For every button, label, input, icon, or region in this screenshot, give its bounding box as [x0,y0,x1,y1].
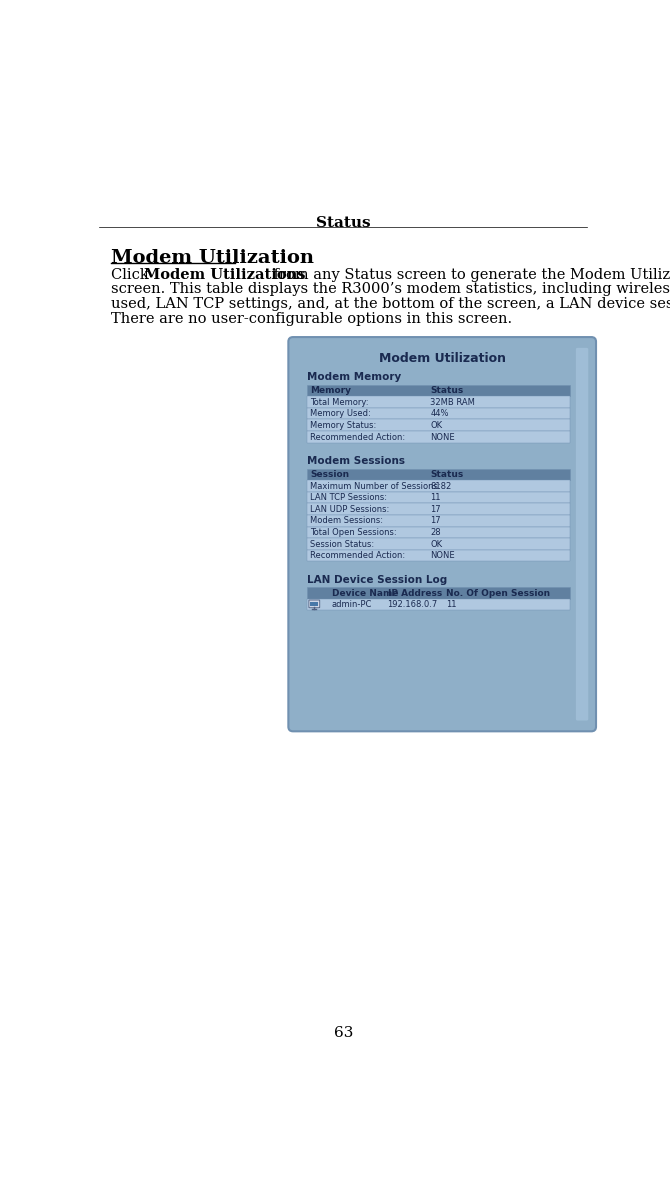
FancyBboxPatch shape [307,527,570,538]
Text: 8182: 8182 [430,482,452,491]
FancyBboxPatch shape [576,348,588,720]
FancyBboxPatch shape [307,420,570,432]
Text: LAN Device Session Log: LAN Device Session Log [307,575,447,585]
Text: 11: 11 [446,601,456,609]
Text: from any Status screen to generate the Modem Utilization: from any Status screen to generate the M… [269,268,670,281]
Text: Modem Sessions:: Modem Sessions: [310,516,383,526]
Text: Total Open Sessions:: Total Open Sessions: [310,528,397,538]
Text: Status: Status [316,216,371,230]
Text: Status: Status [430,386,464,396]
Text: NONE: NONE [430,433,455,441]
FancyBboxPatch shape [307,588,570,598]
FancyBboxPatch shape [307,408,570,420]
Text: Session: Session [310,471,349,479]
FancyBboxPatch shape [310,602,318,607]
Text: 44%: 44% [430,410,449,418]
Text: Modem Utilization: Modem Utilization [111,249,314,267]
FancyBboxPatch shape [307,550,570,561]
FancyBboxPatch shape [307,492,570,503]
Text: Session Status:: Session Status: [310,540,374,548]
FancyBboxPatch shape [307,385,570,397]
FancyBboxPatch shape [309,600,320,608]
Text: Memory Used:: Memory Used: [310,410,371,418]
Text: Modem Utilization: Modem Utilization [379,353,506,366]
Text: Click: Click [111,268,153,281]
Text: 32MB RAM: 32MB RAM [430,398,475,406]
Text: Total Memory:: Total Memory: [310,398,369,406]
Text: Maximum Number of Sessions:: Maximum Number of Sessions: [310,482,441,491]
Text: No. Of Open Session: No. Of Open Session [446,589,550,598]
Text: 17: 17 [430,516,441,526]
FancyBboxPatch shape [307,538,570,550]
Text: Recommended Action:: Recommended Action: [310,551,405,560]
FancyBboxPatch shape [307,480,570,492]
FancyBboxPatch shape [307,432,570,442]
Text: Memory Status:: Memory Status: [310,421,377,430]
FancyBboxPatch shape [307,468,570,480]
Text: Recommended Action:: Recommended Action: [310,433,405,441]
Text: 17: 17 [430,505,441,514]
Text: 11: 11 [430,493,441,502]
Text: admin-PC: admin-PC [332,601,372,609]
Text: Modem Utilizations: Modem Utilizations [144,268,306,281]
Text: Memory: Memory [310,386,351,396]
Text: screen. This table displays the R3000’s modem statistics, including wireless mem: screen. This table displays the R3000’s … [111,283,670,297]
Text: IP Address: IP Address [387,589,442,598]
Text: NONE: NONE [430,551,455,560]
Text: There are no user-configurable options in this screen.: There are no user-configurable options i… [111,311,512,325]
FancyBboxPatch shape [307,397,570,408]
Text: Status: Status [430,471,464,479]
Text: Device Name: Device Name [332,589,398,598]
Text: LAN UDP Sessions:: LAN UDP Sessions: [310,505,389,514]
Text: OK: OK [430,421,442,430]
FancyBboxPatch shape [307,515,570,527]
FancyBboxPatch shape [307,598,570,610]
Text: Modem Sessions: Modem Sessions [307,457,405,466]
Text: used, LAN TCP settings, and, at the bottom of the screen, a LAN device session l: used, LAN TCP settings, and, at the bott… [111,297,670,311]
Text: 28: 28 [430,528,441,538]
Text: Modem Memory: Modem Memory [307,372,401,383]
FancyBboxPatch shape [288,337,596,732]
Text: OK: OK [430,540,442,548]
FancyBboxPatch shape [307,503,570,515]
Text: LAN TCP Sessions:: LAN TCP Sessions: [310,493,387,502]
Text: 63: 63 [334,1026,353,1041]
Text: 192.168.0.7: 192.168.0.7 [387,601,438,609]
